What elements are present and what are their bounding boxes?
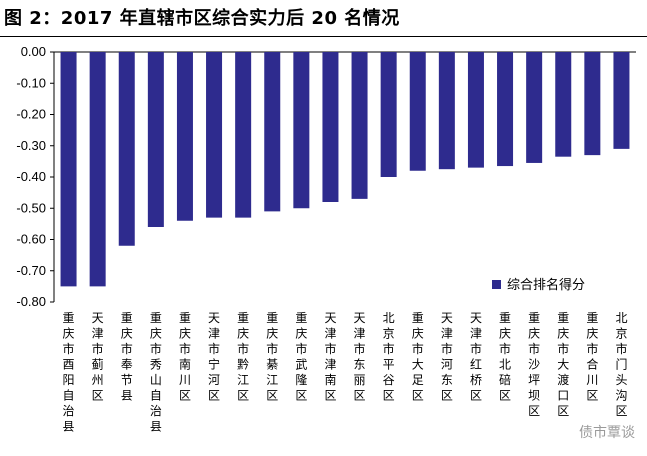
bar: [118, 52, 135, 246]
bar: [497, 52, 514, 167]
y-tick-labels: 0.00 -0.10 -0.20 -0.30 -0.40 -0.50 -0.60 -0.70 -…: [16, 44, 46, 309]
category-labels: 重庆市酉阳自治县 天津市蓟州区 重庆市奉节县 重庆市秀山自治县 重庆市南川区 天津市宁河区…: [63, 311, 628, 434]
legend-swatch: [492, 280, 501, 289]
category-label: 天津市宁河区: [208, 311, 220, 403]
category-label: 重庆市奉节县: [121, 311, 133, 403]
category-label: 重庆市酉阳自治县: [63, 311, 75, 434]
y-tick-label: -0.30: [16, 138, 46, 153]
y-tick-label: 0.00: [21, 44, 46, 59]
title-rule: [0, 36, 647, 37]
bar: [351, 52, 368, 199]
bar: [438, 52, 455, 170]
bar: [176, 52, 193, 221]
category-label: 重庆市大渡口区: [557, 311, 569, 418]
y-tick-label: -0.20: [16, 107, 46, 122]
figure-title: 图 2：2017 年直辖市区综合实力后 20 名情况: [4, 8, 400, 29]
bars: [60, 52, 630, 287]
bar: [147, 52, 164, 227]
bar: [235, 52, 252, 218]
category-label: 天津市蓟州区: [92, 311, 104, 403]
bar: [584, 52, 601, 156]
category-label: 天津市河东区: [441, 311, 453, 403]
bar: [613, 52, 630, 149]
y-tick-label: -0.60: [16, 232, 46, 247]
category-label: 重庆市合川区: [586, 311, 598, 403]
bar: [264, 52, 281, 212]
bar: [89, 52, 106, 287]
bar: [555, 52, 572, 157]
category-label: 重庆市綦江区: [266, 311, 278, 403]
category-label: 重庆市南川区: [179, 311, 191, 403]
bar: [467, 52, 484, 168]
bar: [293, 52, 310, 209]
category-label: 天津市东丽区: [354, 311, 366, 403]
legend-label: 综合排名得分: [507, 277, 585, 293]
category-label: 重庆市北碚区: [499, 311, 511, 403]
watermark: 债市覃谈: [579, 425, 635, 441]
category-label: 天津市红桥区: [470, 311, 482, 403]
category-label: 重庆市大足区: [412, 311, 424, 403]
axes: [50, 51, 636, 303]
category-label: 重庆市秀山自治县: [150, 311, 162, 434]
y-tick-label: -0.10: [16, 75, 46, 90]
y-tick-label: -0.80: [16, 294, 46, 309]
legend: 综合排名得分: [492, 277, 585, 293]
y-tick-label: -0.40: [16, 169, 46, 184]
bar: [60, 52, 77, 287]
category-label: 重庆市黔江区: [237, 311, 249, 403]
bar: [409, 52, 426, 171]
category-label: 天津市津南区: [324, 311, 336, 403]
category-label: 重庆市沙坪坝区: [528, 311, 540, 418]
bar: [206, 52, 223, 218]
category-label: 北京市门头沟区: [615, 311, 627, 418]
bar: [526, 52, 543, 163]
y-tick-label: -0.50: [16, 200, 46, 215]
category-label: 重庆市武隆区: [295, 311, 307, 403]
category-label: 北京市平谷区: [383, 311, 395, 403]
y-tick-label: -0.70: [16, 263, 46, 278]
bar: [322, 52, 339, 202]
bar: [380, 52, 397, 177]
